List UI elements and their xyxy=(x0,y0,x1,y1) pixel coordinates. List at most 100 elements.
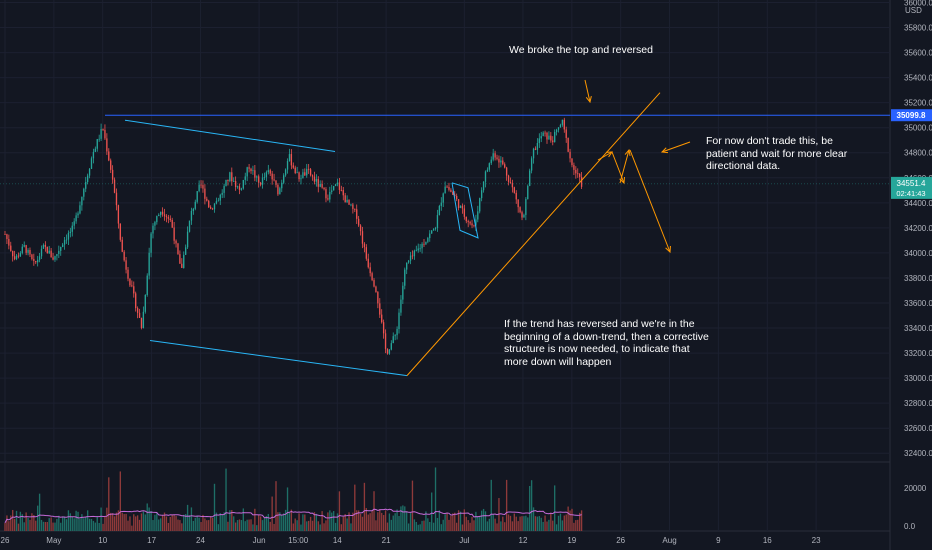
candle-body xyxy=(359,225,362,232)
candle-body xyxy=(85,182,87,189)
candle-body xyxy=(131,285,133,287)
volume-bar xyxy=(227,521,229,531)
volume-bar xyxy=(448,519,450,531)
candle-body xyxy=(129,278,131,286)
volume-bar xyxy=(10,515,12,531)
y-tick-label: 34400.0 xyxy=(904,199,932,208)
candle-body xyxy=(475,219,477,226)
volume-bar xyxy=(386,522,389,531)
candle-body xyxy=(175,240,177,244)
candle-body xyxy=(307,168,310,170)
volume-bar xyxy=(552,520,554,531)
volume-bar xyxy=(173,514,175,531)
candle-body xyxy=(550,135,552,141)
volume-bar xyxy=(427,518,429,531)
candle-body xyxy=(138,312,141,318)
volume-bar xyxy=(505,479,508,531)
candle-body xyxy=(431,230,433,234)
candle-body xyxy=(304,172,306,176)
candle-body xyxy=(83,188,85,197)
volume-bar xyxy=(290,509,293,531)
volume-bar xyxy=(407,523,410,531)
candle-body xyxy=(580,176,583,187)
volume-bar xyxy=(554,485,556,531)
volume-bar xyxy=(519,516,521,531)
volume-bar xyxy=(507,514,510,531)
volume-bar xyxy=(400,506,402,531)
volume-bar xyxy=(186,504,189,531)
volume-bar xyxy=(454,512,456,531)
candle-body xyxy=(465,216,467,222)
candle-body xyxy=(421,243,423,249)
volume-bar xyxy=(396,509,398,531)
candle-body xyxy=(577,173,579,175)
volume-bar xyxy=(129,516,131,531)
volume-bar xyxy=(421,520,423,531)
candle-body xyxy=(471,223,473,226)
volume-bar xyxy=(40,519,43,531)
candle-body xyxy=(267,170,269,173)
candle-body xyxy=(329,191,331,200)
candle-body xyxy=(529,170,531,186)
candle-body xyxy=(379,303,381,315)
candle-body xyxy=(115,192,118,206)
volume-bar xyxy=(286,487,289,531)
volume-bar xyxy=(188,515,191,531)
volume-bar xyxy=(77,511,79,531)
candle-body xyxy=(281,182,283,189)
candle-body xyxy=(177,243,179,255)
volume-bar xyxy=(269,521,271,531)
candle-body xyxy=(567,137,569,152)
candle-body xyxy=(492,153,494,160)
candle-body xyxy=(73,221,75,226)
volume-bar xyxy=(292,523,294,531)
volume-bar xyxy=(352,512,354,531)
candle-body xyxy=(390,343,392,350)
candle-body xyxy=(440,202,442,206)
volume-bar xyxy=(154,514,156,531)
candle-body xyxy=(559,124,562,128)
volume-bar xyxy=(86,510,89,531)
volume-bar xyxy=(73,518,75,531)
candle-body xyxy=(336,182,339,185)
volume-bar xyxy=(538,516,540,531)
volume-bar xyxy=(81,514,83,531)
candle-body xyxy=(350,204,352,206)
volume-bar xyxy=(461,524,464,531)
volume-bar xyxy=(532,507,535,531)
volume-bar xyxy=(223,512,225,531)
volume-bar xyxy=(423,520,425,531)
candle-body xyxy=(479,198,481,212)
volume-bar xyxy=(521,516,523,531)
candle-body xyxy=(356,209,358,219)
volume-bar xyxy=(85,516,87,531)
projection-down-2-head xyxy=(665,245,671,254)
candle-body xyxy=(546,132,548,140)
volume-bar xyxy=(419,524,421,531)
volume-bar xyxy=(377,512,379,531)
candle-body xyxy=(154,222,156,226)
arrow-to-text xyxy=(661,141,691,153)
volume-bar xyxy=(144,514,146,531)
x-tick-label: May xyxy=(46,536,61,545)
volume-bar xyxy=(15,510,18,531)
candle-body xyxy=(504,164,506,168)
candle-body xyxy=(371,273,373,281)
candle-body xyxy=(313,176,316,182)
candle-body xyxy=(263,177,266,178)
volume-bar xyxy=(321,511,323,531)
x-tick-label: Aug xyxy=(662,536,676,545)
candle-body xyxy=(482,181,485,191)
resistance-price-text: 35099.8 xyxy=(897,111,926,120)
volume-bar xyxy=(163,512,166,531)
volume-bar xyxy=(502,516,504,531)
volume-bar xyxy=(152,520,154,531)
volume-bar xyxy=(381,512,383,531)
volume-bar xyxy=(90,518,93,531)
volume-bar xyxy=(542,521,544,531)
volume-bar xyxy=(248,519,250,531)
candle-body xyxy=(290,154,293,166)
candle-body xyxy=(140,317,143,328)
candle-body xyxy=(402,285,404,300)
